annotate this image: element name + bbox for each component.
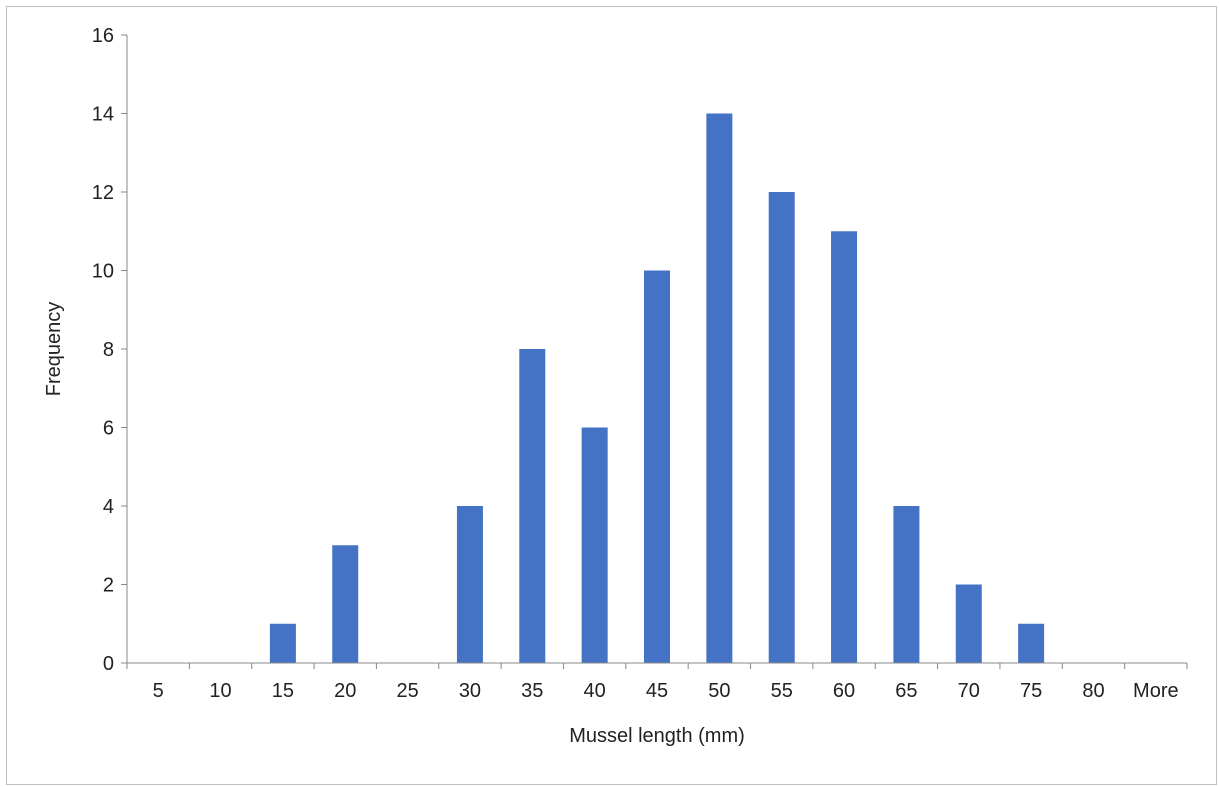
- bar-20: [332, 545, 359, 663]
- x-tick-label: 20: [334, 680, 356, 702]
- x-tick-label: 65: [895, 680, 917, 702]
- x-tick-label: 55: [771, 680, 793, 702]
- bar-65: [893, 506, 920, 663]
- bars-group: [269, 113, 1045, 663]
- x-tick-label: 15: [272, 680, 294, 702]
- x-ticks-group: 5 10 15 20 25 30 35 40 45 50 55 60 65 70 75 80 More: [126, 663, 1188, 702]
- bar-15: [269, 623, 296, 663]
- bar-45: [644, 270, 670, 663]
- bar-35: [519, 349, 546, 663]
- x-tick-label: 30: [459, 680, 481, 702]
- x-axis-title: Mussel length (mm): [569, 725, 745, 747]
- chart-frame: [6, 6, 1217, 785]
- x-tick-label: 5: [153, 680, 164, 702]
- bar-75: [1018, 623, 1045, 663]
- x-tick-label: 40: [584, 680, 606, 702]
- y-tick-label: 12: [92, 182, 114, 204]
- y-tick-label: 0: [103, 653, 114, 675]
- bar-70: [955, 584, 982, 663]
- y-ticks-group: 0 2 4 6 8 10 12 14 16: [92, 25, 127, 675]
- x-tick-label: 75: [1020, 680, 1042, 702]
- bar-55: [768, 192, 795, 663]
- y-tick-label: 4: [103, 496, 114, 518]
- bar-60: [831, 231, 858, 663]
- x-tick-label: 70: [958, 680, 980, 702]
- bar-40: [581, 427, 608, 663]
- x-tick-label: More: [1133, 680, 1179, 702]
- x-tick-label: 60: [833, 680, 855, 702]
- x-tick-label: 80: [1082, 680, 1104, 702]
- y-axis-title: Frequency: [43, 302, 65, 397]
- y-tick-label: 14: [92, 104, 114, 126]
- bar-50: [706, 113, 733, 663]
- x-tick-label: 35: [521, 680, 543, 702]
- y-tick-label: 8: [103, 339, 114, 361]
- x-tick-label: 50: [708, 680, 730, 702]
- x-tick-label: 10: [209, 680, 231, 702]
- bar-30: [456, 506, 483, 663]
- x-tick-label: 45: [646, 680, 668, 702]
- y-tick-label: 16: [92, 25, 114, 47]
- y-tick-label: 2: [103, 575, 114, 597]
- y-tick-label: 10: [92, 261, 114, 283]
- y-tick-label: 6: [103, 418, 114, 440]
- x-tick-label: 25: [396, 680, 418, 702]
